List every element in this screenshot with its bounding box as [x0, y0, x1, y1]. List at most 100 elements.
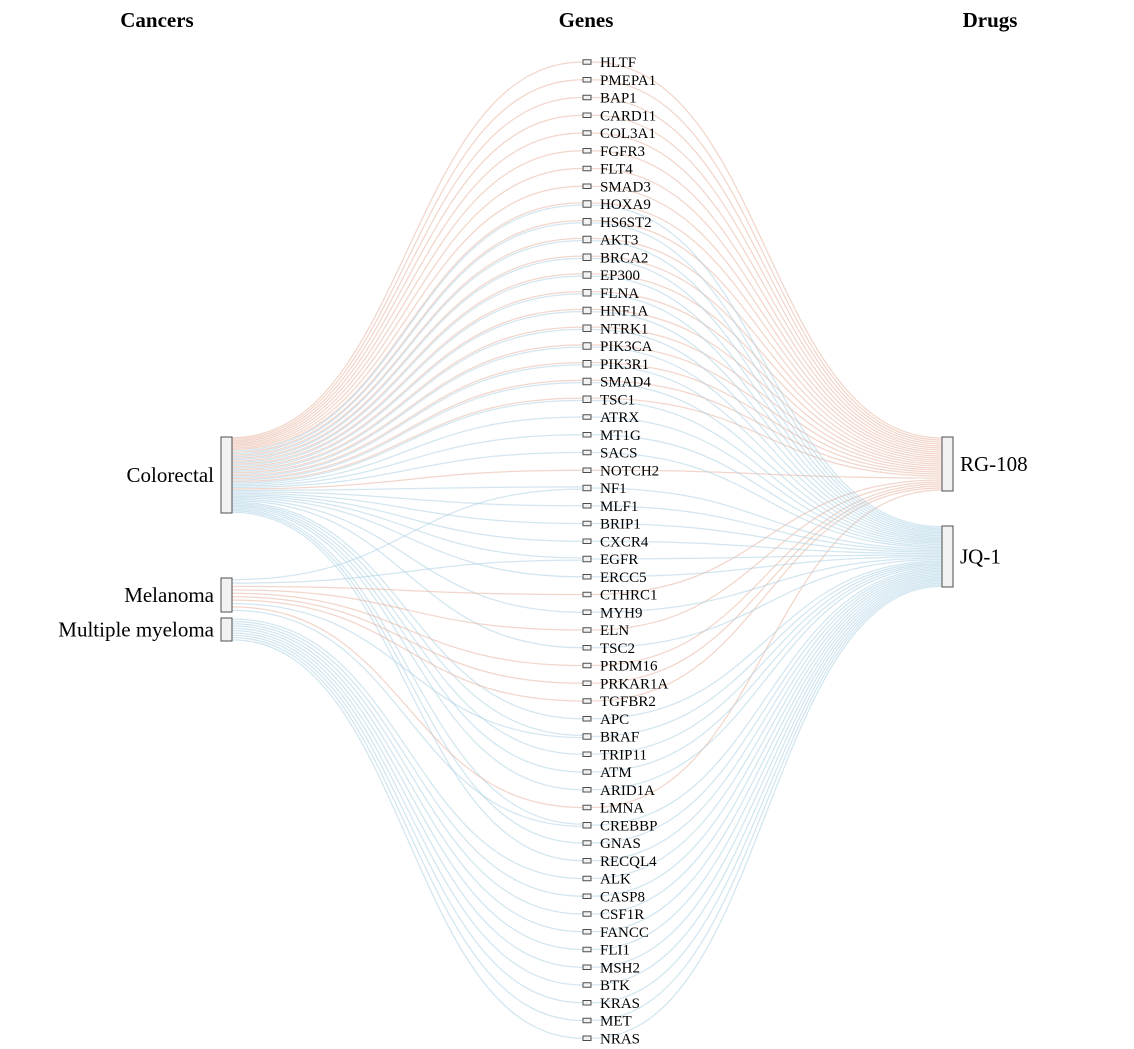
gene-node-FANCC[interactable]: [582, 929, 592, 935]
link-NRAS-jq-1: [590, 585, 943, 1039]
gene-node-BRAF[interactable]: [582, 733, 592, 740]
gene-node-MLF1[interactable]: [582, 503, 592, 509]
gene-node-NTRK1[interactable]: [582, 324, 592, 332]
gene-label-ALK: ALK: [600, 872, 631, 888]
gene-node-PIK3CA[interactable]: [582, 342, 592, 350]
gene-node-BRIP1[interactable]: [582, 520, 592, 527]
link-colorectal-EP300: [231, 273, 584, 462]
gene-label-SMAD4: SMAD4: [600, 375, 651, 391]
link-colorectal-MLF1: [231, 491, 584, 507]
drug-node-jq-1[interactable]: [941, 525, 954, 588]
link-multiple-myeloma-MET: [231, 636, 584, 1022]
gene-node-HS6ST2[interactable]: [582, 218, 592, 226]
link-multiple-myeloma-NRAS: [231, 639, 584, 1039]
gene-node-SMAD4[interactable]: [582, 377, 592, 386]
gene-node-ERCC5[interactable]: [582, 574, 592, 580]
gene-node-FLI1[interactable]: [582, 946, 592, 953]
gene-node-TGFBR2[interactable]: [582, 698, 592, 704]
gene-label-HOXA9: HOXA9: [600, 197, 651, 213]
gene-node-SACS[interactable]: [582, 449, 592, 456]
gene-node-BTK[interactable]: [582, 982, 592, 988]
gene-node-NRAS[interactable]: [582, 1035, 592, 1041]
gene-node-CSF1R[interactable]: [582, 911, 592, 917]
cancer-node-melanoma[interactable]: [220, 577, 233, 613]
gene-node-ATRX[interactable]: [582, 414, 592, 420]
link-colorectal-CARD11: [231, 114, 584, 443]
gene-label-CSF1R: CSF1R: [600, 907, 644, 923]
gene-node-NOTCH2[interactable]: [582, 467, 592, 473]
link-colorectal-BRIP1: [231, 492, 584, 525]
gene-node-APC[interactable]: [582, 716, 592, 722]
gene-node-TSC1[interactable]: [582, 395, 592, 403]
gene-node-PRDM16[interactable]: [582, 662, 592, 669]
link-TSC1-jq-1: [590, 399, 943, 544]
drug-node-rg-108[interactable]: [941, 436, 954, 492]
gene-node-ELN[interactable]: [582, 627, 592, 633]
gene-node-CTHRC1[interactable]: [582, 591, 592, 598]
link-colorectal-TSC1: [231, 399, 584, 484]
link-colorectal-NTRK1: [231, 326, 584, 471]
link-multiple-myeloma-FLI1: [231, 627, 584, 951]
gene-node-CARD11[interactable]: [582, 112, 592, 118]
gene-node-HLTF[interactable]: [582, 59, 592, 65]
gene-node-NF1[interactable]: [582, 484, 592, 492]
link-AKT3-rg-108: [590, 237, 943, 459]
link-EP300-jq-1: [590, 275, 943, 534]
gene-node-COL3A1[interactable]: [582, 130, 592, 136]
gene-label-COL3A1: COL3A1: [600, 126, 656, 142]
cancer-node-multiple-myeloma[interactable]: [220, 617, 233, 642]
gene-label-MT1G: MT1G: [600, 428, 641, 444]
gene-node-EP300[interactable]: [582, 271, 592, 279]
gene-node-GNAS[interactable]: [582, 840, 592, 846]
gene-node-MT1G[interactable]: [582, 432, 592, 438]
gene-node-ARID1A[interactable]: [582, 787, 592, 793]
link-colorectal-NF1: [231, 486, 584, 491]
gene-node-FLT4[interactable]: [582, 165, 592, 172]
link-multiple-myeloma-CSF1R: [231, 623, 584, 915]
column-header-drugs: Drugs: [963, 8, 1018, 32]
gene-node-BRCA2[interactable]: [582, 253, 592, 261]
link-colorectal-SMAD4: [231, 381, 584, 481]
link-colorectal-GNAS: [231, 510, 584, 844]
link-NTRK1-rg-108: [590, 326, 943, 469]
link-multiple-myeloma-FANCC: [231, 625, 584, 933]
gene-node-ALK[interactable]: [582, 875, 592, 882]
gene-node-BAP1[interactable]: [582, 94, 592, 101]
gene-node-MET[interactable]: [582, 1017, 592, 1024]
gene-label-BTK: BTK: [600, 978, 630, 994]
gene-node-KRAS[interactable]: [582, 1000, 592, 1006]
gene-node-FLNA[interactable]: [582, 289, 592, 297]
gene-node-RECQL4[interactable]: [582, 858, 592, 864]
link-melanoma-CTHRC1: [231, 585, 584, 596]
gene-node-PRKAR1A[interactable]: [582, 680, 592, 686]
gene-node-CXCR4[interactable]: [582, 538, 592, 544]
link-TSC1-rg-108: [590, 397, 943, 477]
gene-node-AKT3[interactable]: [582, 235, 592, 244]
gene-node-MYH9[interactable]: [582, 609, 592, 615]
link-SACS-jq-1: [590, 451, 943, 549]
link-colorectal-NTRK1: [231, 328, 584, 472]
link-COL3A1-rg-108: [590, 132, 943, 447]
link-colorectal-TSC2: [231, 499, 584, 649]
link-colorectal-SMAD3: [231, 185, 584, 449]
gene-node-TSC2[interactable]: [582, 645, 592, 651]
gene-node-FGFR3[interactable]: [582, 148, 592, 154]
cancer-node-colorectal[interactable]: [220, 436, 233, 514]
gene-node-SMAD3[interactable]: [582, 183, 592, 189]
link-SMAD3-rg-108: [590, 185, 943, 453]
link-FANCC-jq-1: [590, 576, 943, 933]
gene-node-PMEPA1[interactable]: [582, 77, 592, 83]
gene-label-NRAS: NRAS: [600, 1031, 640, 1047]
gene-node-EGFR[interactable]: [582, 555, 592, 563]
column-header-cancers: Cancers: [120, 8, 193, 32]
gene-node-MSH2[interactable]: [582, 964, 592, 970]
gene-node-ATM[interactable]: [582, 769, 592, 775]
gene-node-HNF1A[interactable]: [582, 306, 592, 315]
gene-node-CREBBP[interactable]: [582, 822, 592, 829]
gene-node-HOXA9[interactable]: [582, 200, 592, 208]
nodes-layer: [220, 59, 954, 1041]
gene-node-PIK3R1[interactable]: [582, 360, 592, 368]
gene-node-LMNA[interactable]: [582, 804, 592, 811]
gene-node-CASP8[interactable]: [582, 893, 592, 899]
gene-node-TRIP11[interactable]: [582, 751, 592, 757]
